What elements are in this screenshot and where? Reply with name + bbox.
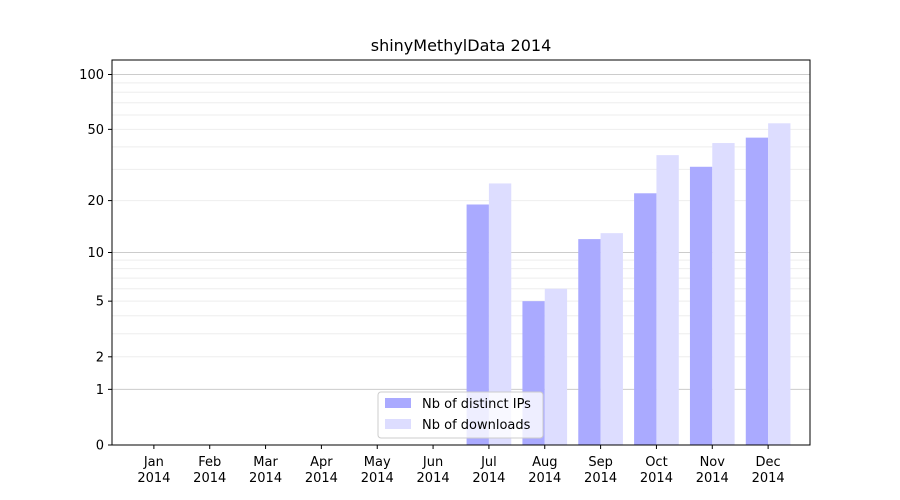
x-tick-label: Aug 2014 — [528, 455, 561, 486]
x-tick-label: Dec 2014 — [752, 455, 785, 486]
bar-distinct-ips — [634, 193, 657, 445]
legend-label-distinct-ips: Nb of distinct IPs — [422, 397, 531, 412]
grid-lines — [112, 74, 810, 390]
y-tick-label: 100 — [79, 68, 104, 83]
legend: Nb of distinct IPs Nb of downloads — [377, 391, 544, 439]
x-tick-label: Feb 2014 — [193, 455, 226, 486]
y-tick-label: 0 — [96, 439, 104, 454]
x-tick-label: Nov 2014 — [696, 455, 729, 486]
x-tick-label: Apr 2014 — [305, 455, 338, 486]
x-tick-label: Jan 2014 — [137, 455, 170, 486]
bar-downloads — [544, 288, 568, 445]
bar-downloads — [712, 143, 735, 446]
chart-title: shinyMethylData 2014 — [371, 36, 552, 55]
bar-distinct-ips — [466, 204, 489, 445]
y-axis: 0 1 2 5 10 20 50 100 — [79, 68, 112, 454]
y-tick-label: 10 — [87, 246, 104, 261]
x-tick-label: Sep 2014 — [584, 455, 617, 486]
x-tick-label: Mar 2014 — [249, 455, 282, 486]
bar-downloads — [488, 183, 512, 445]
legend-box — [377, 391, 544, 439]
y-tick-label: 2 — [96, 350, 104, 365]
x-tick-label: Jul 2014 — [472, 455, 505, 486]
bar-downloads — [768, 123, 791, 445]
bar-distinct-ips — [578, 239, 601, 445]
x-tick-label: Oct 2014 — [640, 455, 673, 486]
y-tick-label: 50 — [87, 123, 104, 138]
bar-downloads — [656, 155, 679, 446]
x-axis: Jan 2014 Feb 2014 Mar 2014 Apr 2014 May 2014 Jun 20… — [137, 445, 785, 486]
bar-distinct-ips — [689, 166, 713, 446]
x-tick-label: Jun 2014 — [417, 455, 450, 486]
y-tick-label: 1 — [96, 383, 104, 398]
legend-swatch-downloads — [385, 419, 411, 429]
bar-distinct-ips — [745, 137, 769, 445]
legend-swatch-distinct-ips — [385, 398, 411, 408]
x-tick-label: May 2014 — [361, 455, 394, 486]
y-tick-label: 20 — [87, 194, 104, 209]
y-tick-label: 5 — [96, 295, 104, 310]
bar-downloads — [600, 233, 623, 445]
legend-label-downloads: Nb of downloads — [422, 418, 531, 433]
